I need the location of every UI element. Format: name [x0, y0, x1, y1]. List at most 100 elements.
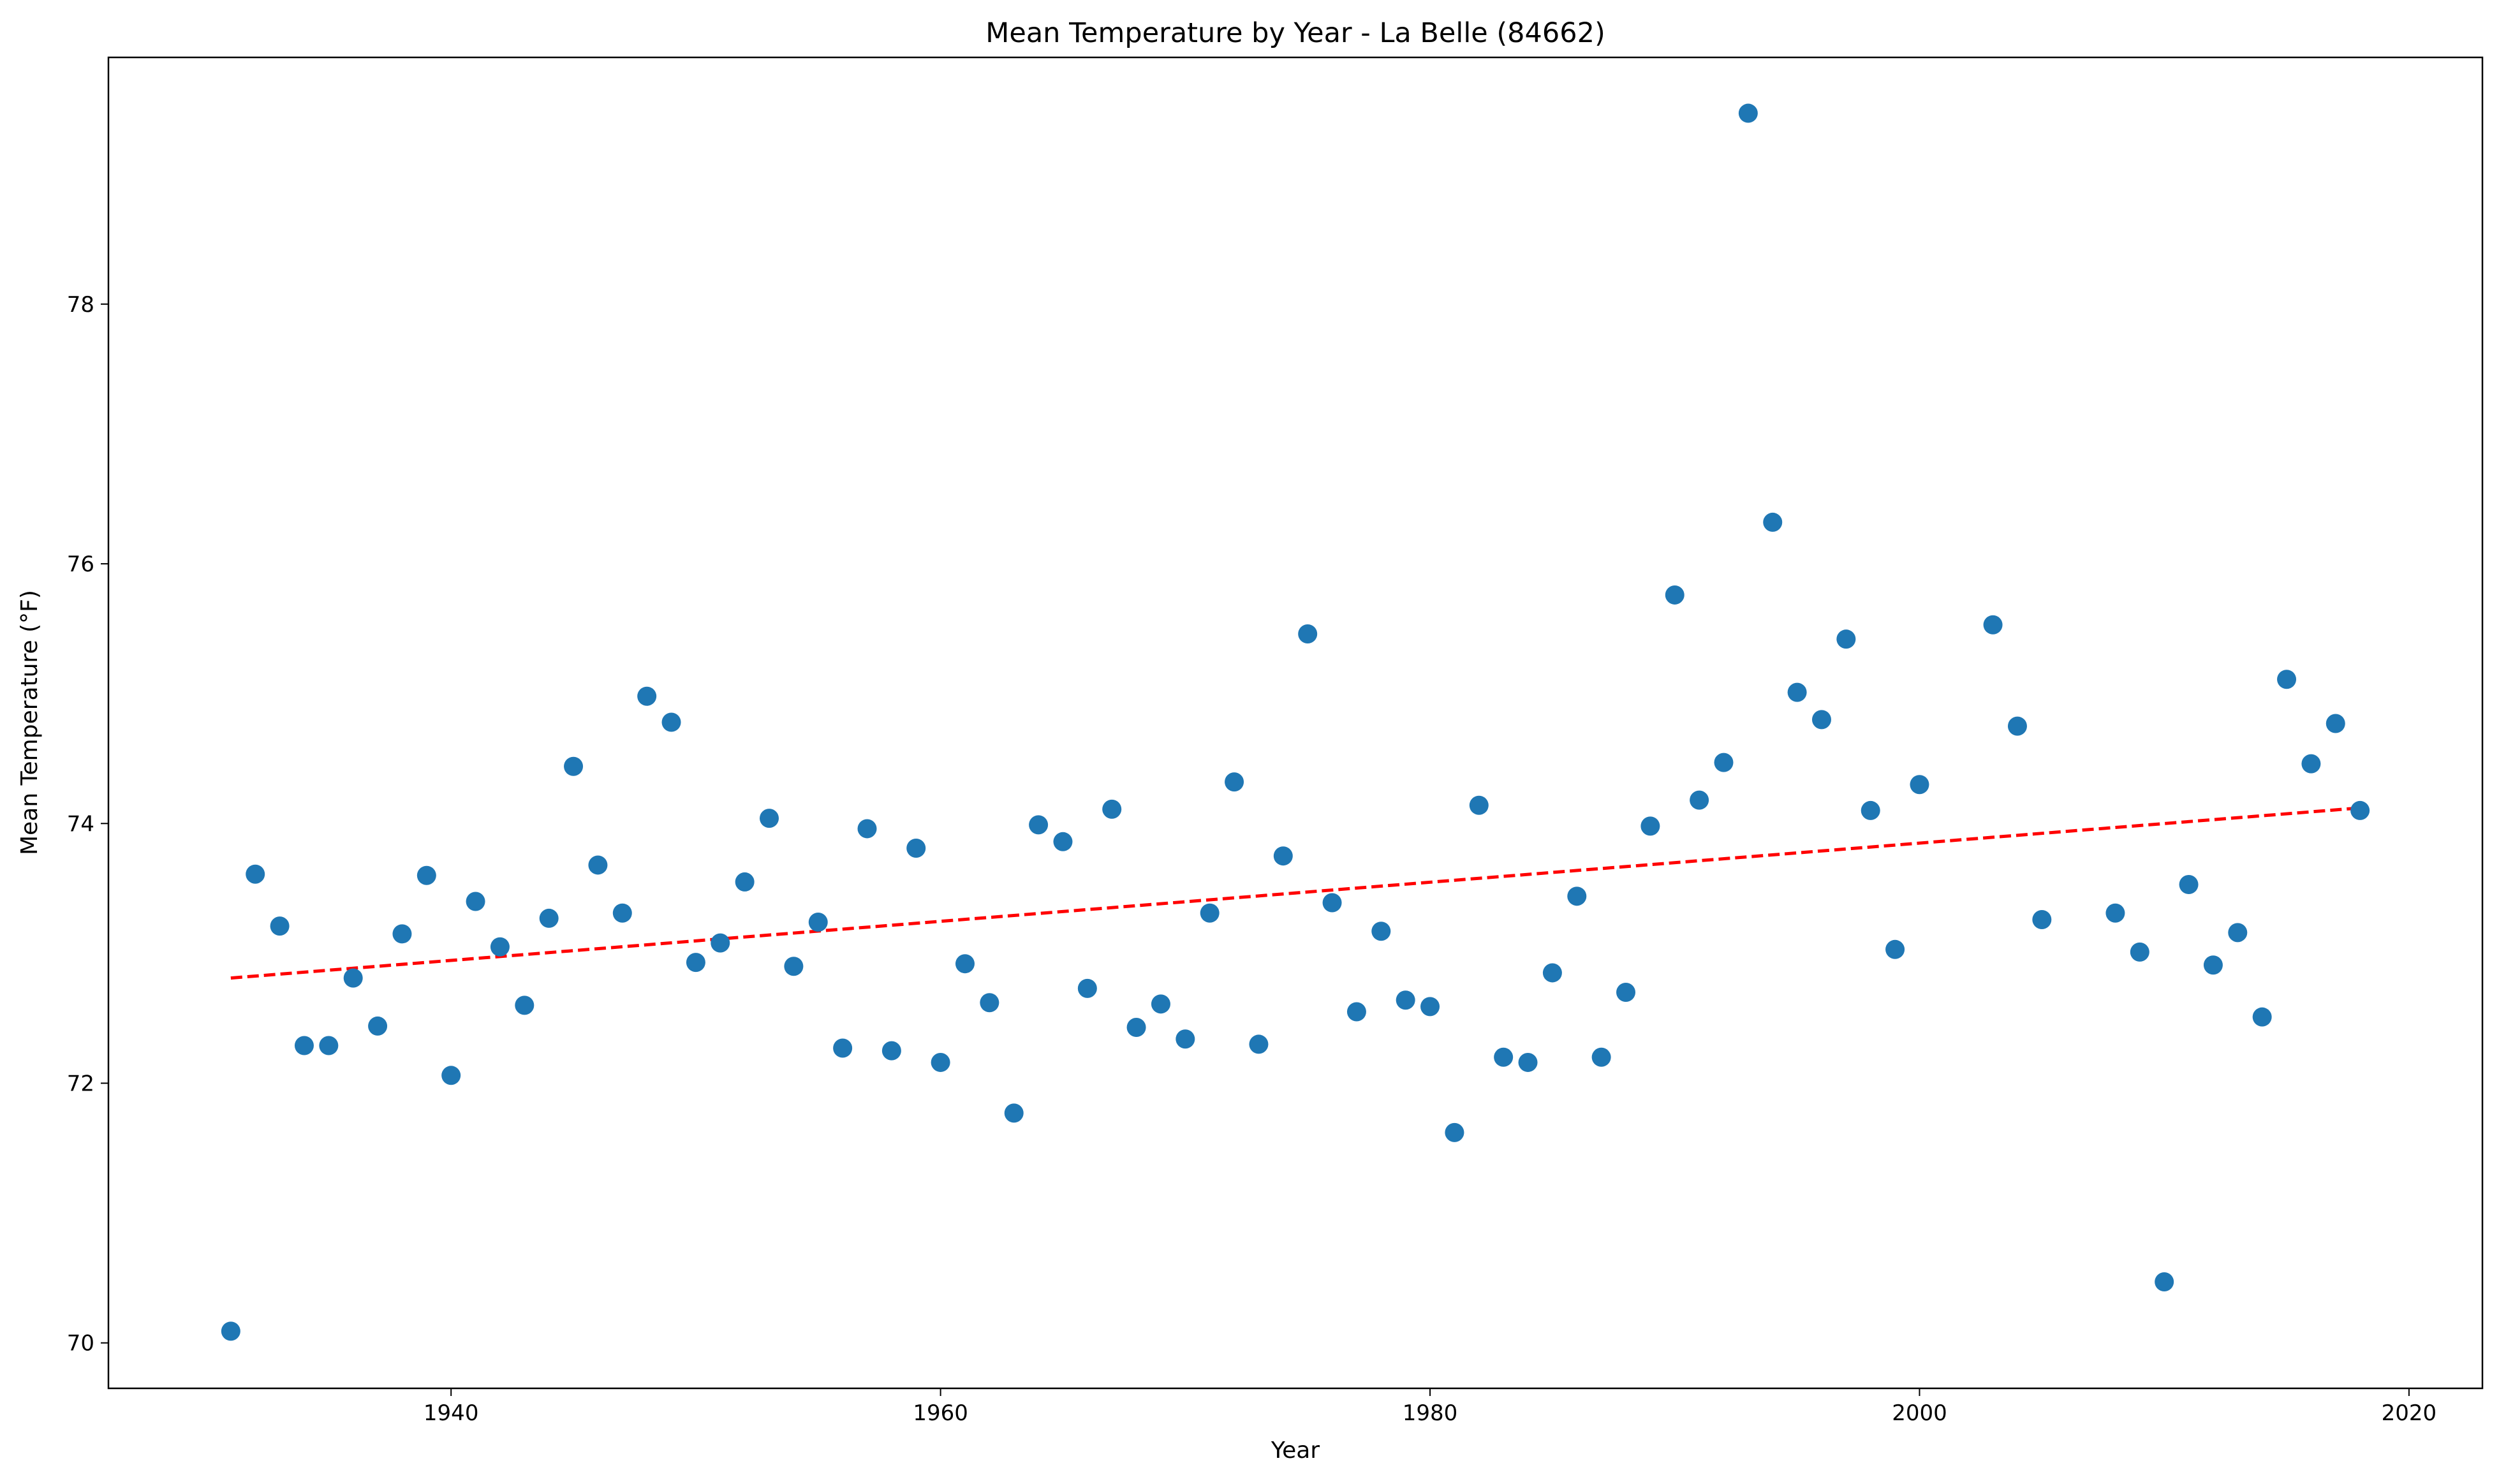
data-point [466, 892, 485, 911]
data-point [711, 933, 730, 953]
y-tick-label: 78 [67, 292, 94, 318]
data-point [319, 1036, 339, 1055]
data-point [1861, 800, 1880, 820]
data-point [1591, 1047, 1611, 1067]
data-point [1494, 1047, 1514, 1067]
data-point [2179, 874, 2199, 894]
x-axis-title: Year [1271, 1437, 1320, 1464]
data-point [857, 819, 877, 839]
data-point [1346, 1002, 1366, 1022]
data-point [2277, 670, 2297, 689]
data-point [1640, 816, 1660, 836]
data-point [2228, 923, 2248, 943]
data-point [833, 1038, 853, 1058]
data-point [1102, 799, 1122, 819]
data-point [1542, 963, 1562, 983]
y-axis-ticks: 70 72 74 76 78 [67, 292, 108, 1356]
x-tick-label: 2020 [2382, 1400, 2437, 1426]
data-point [368, 1016, 388, 1036]
data-point [2350, 800, 2370, 820]
data-point [392, 924, 412, 944]
data-point [1763, 512, 1783, 532]
data-point [1665, 585, 1684, 605]
data-point [1298, 624, 1318, 644]
data-point [2105, 903, 2125, 923]
data-point [1518, 1052, 1538, 1072]
data-point [931, 1052, 950, 1072]
data-point [906, 838, 926, 858]
data-point [1029, 815, 1049, 835]
data-point [637, 686, 657, 706]
data-point [1004, 1103, 1024, 1123]
data-point [1322, 893, 1342, 913]
data-point [441, 1066, 461, 1085]
x-tick-label: 1960 [913, 1400, 968, 1426]
data-point [1714, 753, 1734, 772]
data-point [343, 968, 363, 988]
data-point [2155, 1272, 2174, 1292]
data-point [539, 908, 559, 928]
plot-area [107, 56, 2484, 1390]
data-point [760, 809, 779, 828]
data-point [416, 865, 436, 885]
data-point [1811, 710, 1831, 730]
data-point [2007, 716, 2027, 736]
data-point [955, 954, 975, 974]
data-point [1910, 775, 1929, 795]
data-point [294, 1036, 314, 1055]
data-point [1983, 615, 2003, 635]
y-tick-label: 72 [67, 1071, 94, 1097]
data-point [1690, 790, 1709, 810]
data-point [246, 864, 265, 884]
y-tick-label: 76 [67, 552, 94, 577]
data-point [2130, 942, 2149, 962]
data-point [808, 913, 828, 932]
data-point [1787, 682, 1807, 702]
data-point [588, 855, 608, 875]
data-point [980, 993, 999, 1013]
data-point [612, 903, 632, 923]
x-axis-ticks: 1940 1960 1980 2000 2020 [424, 1388, 2436, 1426]
data-point [270, 916, 290, 936]
data-point [1126, 1017, 1146, 1037]
chart-title: Mean Temperature by Year - La Belle (846… [985, 17, 1605, 49]
data-point [2326, 714, 2345, 733]
points-layer [221, 103, 2370, 1341]
y-tick-label: 70 [67, 1331, 94, 1356]
data-point [1176, 1029, 1195, 1049]
data-point [2032, 909, 2052, 929]
data-point [1738, 103, 1758, 123]
data-point [1469, 795, 1489, 815]
data-point [784, 957, 804, 976]
x-tick-label: 1940 [424, 1400, 479, 1426]
data-point [881, 1041, 901, 1061]
data-point [515, 995, 534, 1015]
data-point [1885, 939, 1905, 959]
data-point [2203, 955, 2223, 975]
data-point [1249, 1034, 1269, 1054]
data-point [1836, 629, 1856, 649]
data-point [1371, 922, 1391, 941]
data-point [1616, 982, 1636, 1002]
data-point [1200, 903, 1220, 923]
data-point [686, 953, 705, 973]
data-point [1273, 846, 1293, 866]
trend-layer [230, 806, 2361, 980]
data-point [735, 872, 755, 892]
data-point [1225, 772, 1244, 792]
data-point [1151, 994, 1170, 1014]
data-point [661, 712, 681, 732]
y-tick-label: 74 [67, 811, 94, 837]
data-point [1053, 832, 1073, 851]
data-point [1077, 978, 1097, 998]
data-point [1396, 990, 1415, 1010]
data-point [1567, 886, 1587, 906]
y-axis-title: Mean Temperature (°F) [17, 590, 43, 855]
data-point [490, 937, 510, 957]
data-point [221, 1321, 240, 1341]
data-point [2301, 754, 2321, 774]
trend-line [230, 806, 2361, 980]
data-point [1420, 997, 1440, 1017]
data-point [1445, 1122, 1464, 1142]
